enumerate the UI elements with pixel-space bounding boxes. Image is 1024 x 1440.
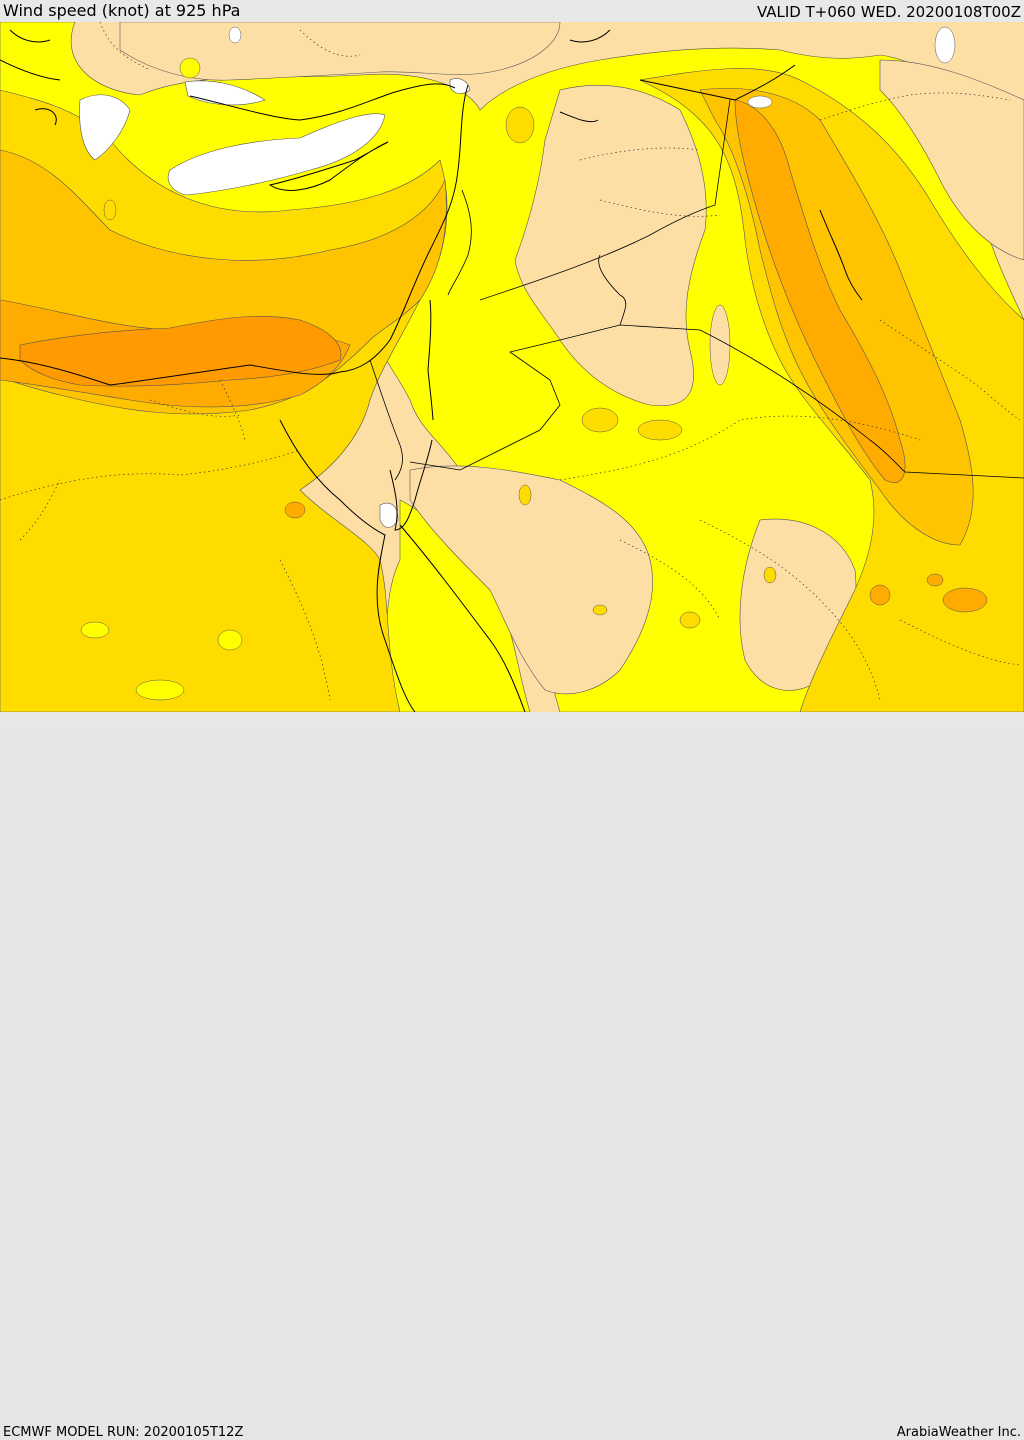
wind-speed-map (0, 22, 1024, 712)
valid-time: VALID T+060 WED. 20200108T00Z (756, 3, 1021, 21)
calm-desert-patch (514, 84, 707, 407)
header-bar: Wind speed (knot) at 925 hPa VALID T+060… (0, 0, 1024, 22)
province-lines (0, 22, 1021, 701)
calm-area-gulf (379, 502, 399, 528)
calm-area-north (184, 80, 266, 106)
calm-area-cyprus (167, 113, 386, 196)
calm-ne-patch (879, 59, 1024, 261)
model-run-label: ECMWF MODEL RUN: 20200105T12Z (3, 1425, 244, 1440)
band-amber-east (734, 99, 906, 483)
map-title: Wind speed (knot) at 925 hPa (3, 1, 241, 20)
footer-bar: ECMWF MODEL RUN: 20200105T12Z ArabiaWeat… (0, 712, 1024, 1440)
band-orange (19, 315, 342, 387)
calm-area-coast (449, 78, 471, 94)
calm-south-patch (409, 465, 653, 695)
calm-area-aegean (79, 94, 131, 161)
borders (369, 99, 1024, 481)
coastlines (0, 29, 863, 712)
credit-label: ArabiaWeather Inc. (896, 1425, 1021, 1440)
small-patches (80, 26, 988, 701)
